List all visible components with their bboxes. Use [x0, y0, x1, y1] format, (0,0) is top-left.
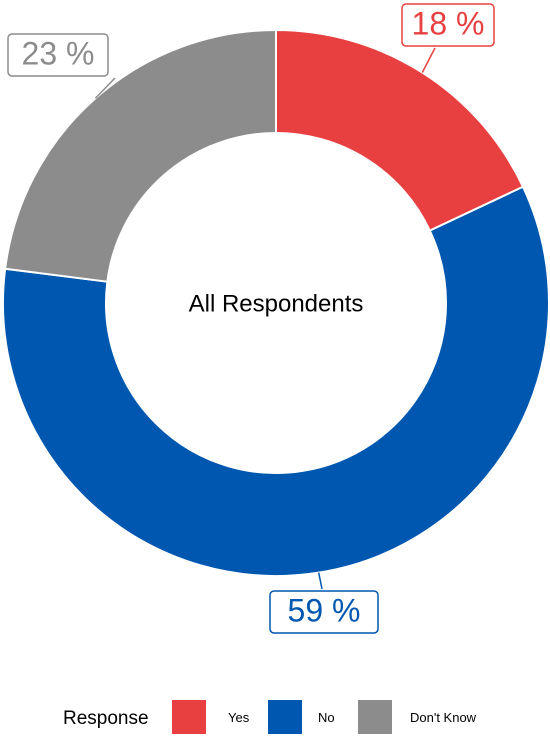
legend-swatch-yes	[172, 700, 206, 734]
slice-no	[2, 185, 550, 577]
data-label-yes: 18 %	[401, 3, 495, 47]
legend-label-don-t-know: Don't Know	[410, 710, 477, 725]
data-label-box	[7, 33, 109, 77]
leader-line-no	[317, 572, 323, 590]
leader-line-don-t-know	[94, 77, 116, 99]
data-label-box	[269, 590, 379, 634]
data-label-text: 23 %	[22, 35, 95, 71]
legend-title: Response	[63, 708, 149, 729]
legend-swatch-no	[268, 700, 302, 734]
data-labels: 18 % 59 % 23 %	[7, 3, 495, 634]
data-label-no: 59 %	[269, 590, 379, 634]
legend-swatch-don-t-know	[358, 700, 392, 734]
data-label-don-t-know: 23 %	[7, 33, 109, 77]
data-label-box	[401, 3, 495, 47]
data-label-text: 59 %	[288, 592, 361, 628]
legend: Response Yes No Don't Know	[0, 697, 550, 737]
legend-label-yes: Yes	[228, 710, 250, 725]
slice-yes	[275, 28, 525, 232]
slices	[2, 28, 550, 577]
leader-lines	[94, 47, 436, 590]
leader-line-yes	[421, 47, 436, 73]
center-title: All Respondents	[189, 290, 364, 317]
slice-don-t-know	[4, 28, 277, 283]
legend-label-no: No	[318, 710, 335, 725]
data-label-text: 18 %	[412, 5, 485, 41]
